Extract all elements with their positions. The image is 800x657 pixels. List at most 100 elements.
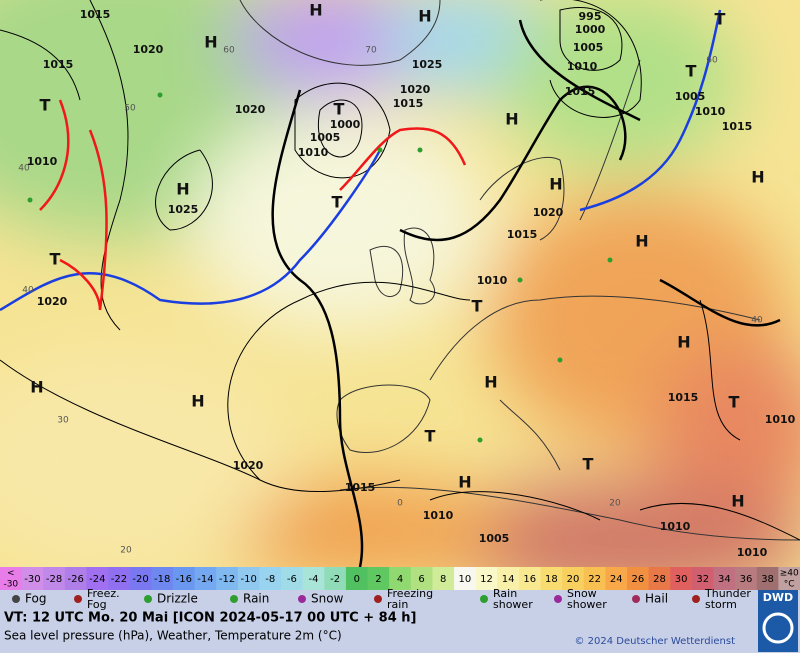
pressure-center: H	[30, 378, 43, 397]
weather-label: shower	[567, 598, 607, 611]
temperature-label: 40	[22, 286, 34, 296]
pressure-label: 1005	[573, 41, 604, 54]
pressure-label: 1010	[765, 413, 796, 426]
scale-label: °C	[784, 580, 795, 590]
pressure-label: 995	[579, 10, 602, 23]
scale-cell	[345, 567, 369, 590]
pressure-center: T	[583, 455, 594, 474]
weather-label: Snow	[567, 587, 597, 600]
scale-cell	[627, 567, 650, 590]
scale-cell	[64, 567, 87, 590]
pressure-label: 1020	[37, 295, 68, 308]
scale-cell	[302, 567, 325, 590]
warm-front	[39, 99, 467, 311]
pressure-center: H	[191, 392, 204, 411]
scale-cell	[259, 567, 282, 590]
logo-swirl	[762, 612, 794, 644]
pressure-label: 1015	[565, 85, 596, 98]
scale-label: 2	[375, 574, 381, 585]
pressure-label: 1010	[298, 146, 329, 159]
weather-label: shower	[493, 598, 533, 611]
weather-icon	[692, 595, 700, 603]
pressure-center: H	[505, 110, 518, 129]
pressure-label: 1015	[668, 391, 699, 404]
scale-label: -12	[219, 574, 235, 585]
scale-label: 38	[761, 574, 774, 585]
temperature-label: 20	[120, 546, 132, 556]
pressure-label: 1020	[235, 103, 266, 116]
scale-cell	[778, 567, 800, 590]
logo-text: DWD	[763, 591, 793, 604]
scale-label: 32	[696, 574, 709, 585]
scale-label: -16	[176, 574, 192, 585]
scale-cell	[518, 567, 542, 590]
scale-label: 30	[675, 574, 688, 585]
pressure-center: H	[176, 180, 189, 199]
pressure-center: T	[686, 62, 697, 81]
scale-label: 12	[480, 574, 493, 585]
scale-cell	[86, 567, 109, 590]
weather-symbols	[27, 92, 613, 443]
scale-label: -24	[89, 574, 105, 585]
pressure-center: T	[50, 250, 61, 269]
pressure-center: T	[472, 297, 483, 316]
scale-label: -14	[197, 574, 213, 585]
scale-cell	[756, 567, 779, 590]
weather-label: storm	[705, 598, 737, 611]
scale-cell	[648, 567, 671, 590]
weather-icon	[230, 595, 238, 603]
temperature-label: 70	[365, 46, 377, 56]
scale-label: 16	[523, 574, 536, 585]
scale-label: -2	[330, 574, 340, 585]
description: Sea level pressure (hPa), Weather, Tempe…	[4, 629, 342, 643]
temperature-label: 20	[609, 499, 621, 509]
pressure-label: 1015	[43, 58, 74, 71]
scale-label: -28	[46, 574, 62, 585]
weather-icon	[298, 595, 306, 603]
scale-cell	[410, 567, 433, 590]
pressure-label: 1000	[330, 118, 361, 131]
weather-label: Snow	[311, 592, 344, 606]
weather-icon	[12, 595, 20, 603]
pressure-center: H	[635, 232, 648, 251]
pressure-label: 1010	[660, 520, 691, 533]
pressure-label: 1025	[412, 58, 443, 71]
temperature-label: 40	[751, 316, 763, 326]
pressure-center: T	[715, 10, 726, 29]
pressure-label: 1005	[675, 90, 706, 103]
pressure-label: 1000	[575, 23, 606, 36]
pressure-label: 1010	[27, 155, 58, 168]
scale-cell	[151, 567, 174, 590]
pressure-label: 1015	[80, 8, 111, 21]
scale-cell	[108, 567, 131, 590]
scale-cell	[21, 567, 44, 590]
weather-label: Freezing	[387, 587, 433, 600]
pressure-label: 1010	[695, 105, 726, 118]
pressure-label: 1010	[477, 274, 508, 287]
pressure-center: H	[418, 7, 431, 26]
pressure-label: 1015	[393, 97, 424, 110]
scale-cell	[0, 567, 23, 590]
pressure-label: 1010	[423, 509, 454, 522]
scale-label: -18	[154, 574, 170, 585]
scale-cell	[389, 567, 412, 590]
scale-label: ≥40	[780, 569, 799, 579]
scale-cell	[432, 567, 455, 590]
scale-cell	[691, 567, 715, 590]
pressure-label: 1015	[345, 481, 376, 494]
scale-cell	[172, 567, 196, 590]
weather-icon	[632, 595, 640, 603]
temperature-label: 30	[57, 416, 69, 426]
weather-legend: Fog Freez.Fog Drizzle Rain Snow FreezingrainR…	[12, 587, 751, 611]
weather-label: Rain	[493, 587, 517, 600]
map: 1015102010151020101010251020100010051010…	[0, 0, 800, 567]
pressure-label: 1010	[567, 60, 598, 73]
scale-cell	[562, 567, 585, 590]
pressure-label: 1020	[400, 83, 431, 96]
scale-cell	[475, 567, 498, 590]
scale-cell	[497, 567, 520, 590]
weather-icon	[554, 595, 562, 603]
weather-label: Fog	[87, 598, 107, 611]
pressure-center: H	[204, 33, 217, 52]
